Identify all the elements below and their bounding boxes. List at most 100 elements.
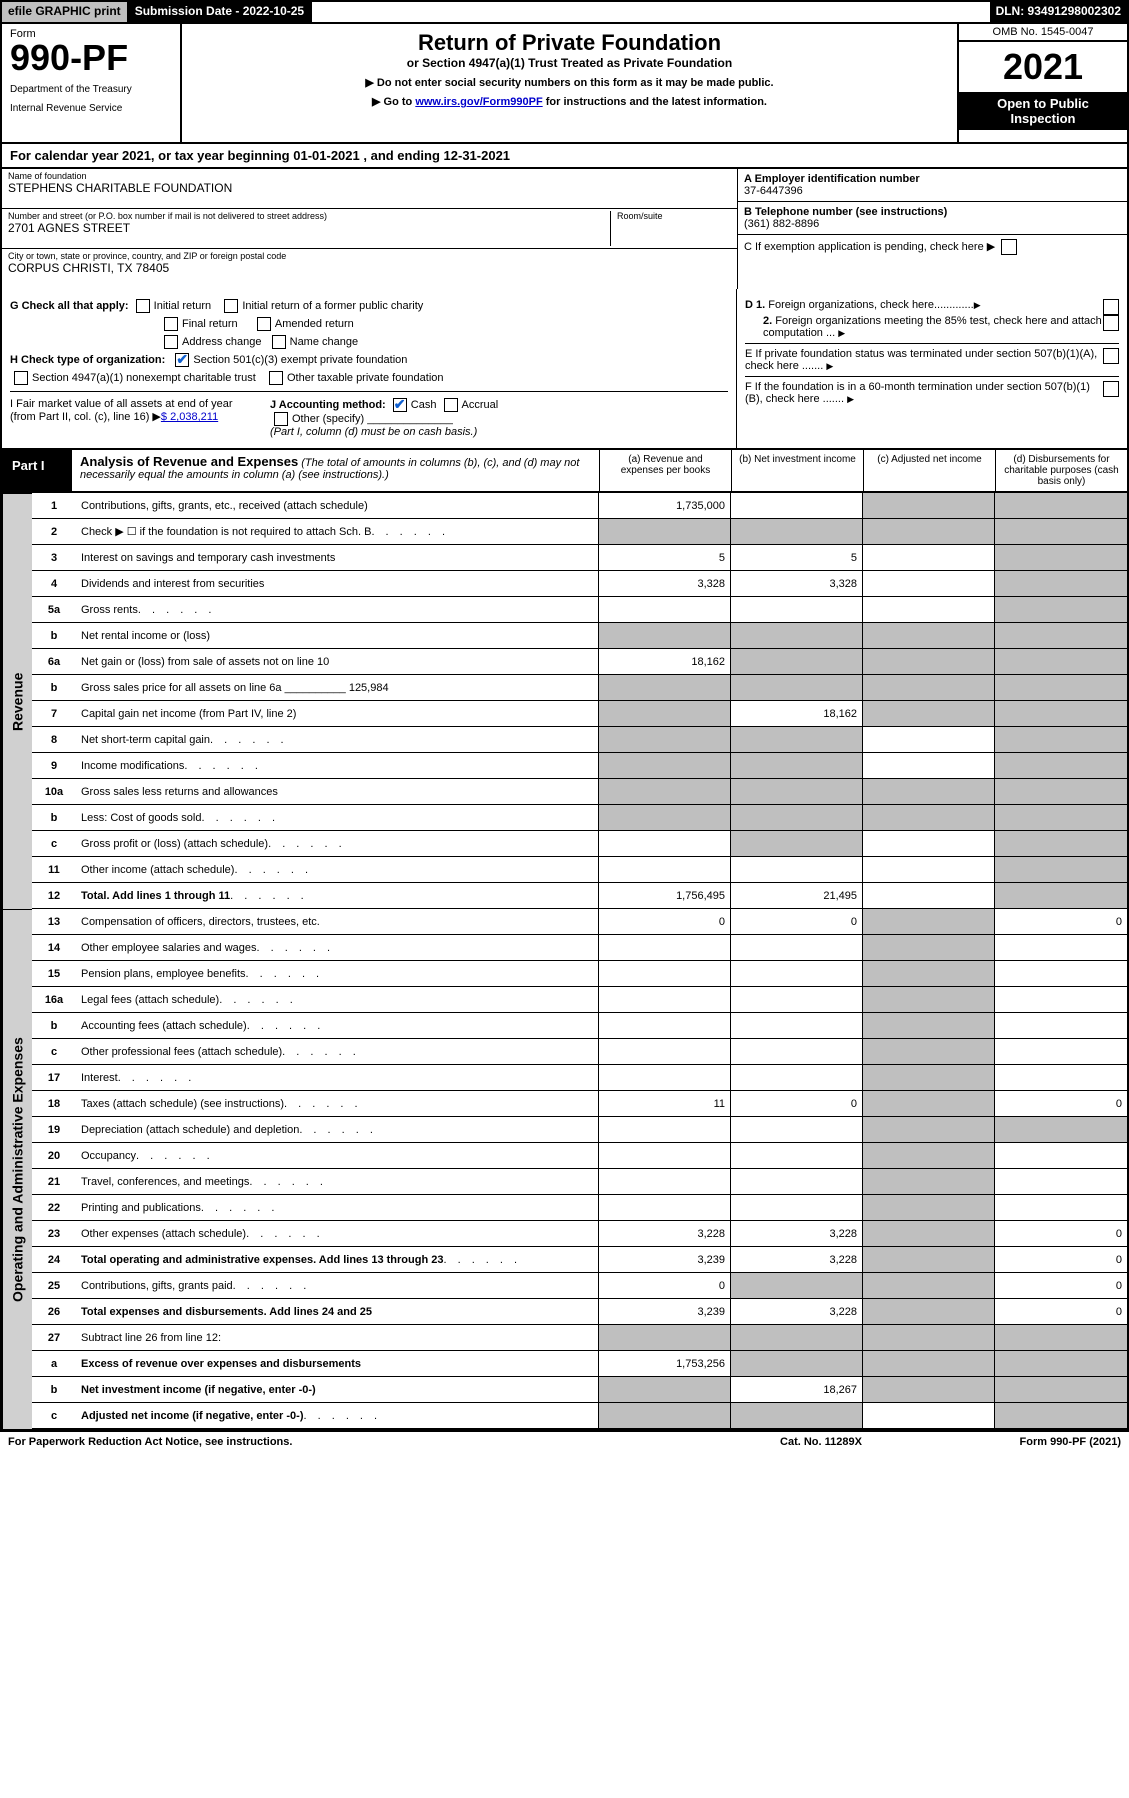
form-note2: ▶ Go to www.irs.gov/Form990PF for instru…: [194, 95, 945, 108]
cell: [995, 1195, 1127, 1221]
g-row3: Address change Name change: [10, 335, 728, 349]
h-row: H Check type of organization: Section 50…: [10, 353, 728, 367]
501c3-checkbox[interactable]: [175, 353, 189, 367]
other-taxable-checkbox[interactable]: [269, 371, 283, 385]
open-to-public: Open to Public Inspection: [959, 92, 1127, 130]
cell: [731, 1039, 863, 1065]
accrual-label: Accrual: [462, 399, 499, 411]
4947-trust-checkbox[interactable]: [14, 371, 28, 385]
name-change-label: Name change: [290, 336, 359, 348]
cell: Less: Cost of goods sold . . . . . .: [76, 805, 599, 831]
cell: 3,328: [731, 571, 863, 597]
cell: [599, 675, 731, 701]
cell: [599, 1169, 731, 1195]
cell: Legal fees (attach schedule) . . . . . .: [76, 987, 599, 1013]
cell: 0: [731, 909, 863, 935]
cell: 3,228: [731, 1221, 863, 1247]
cell: 3,228: [731, 1299, 863, 1325]
cell: 18: [32, 1091, 76, 1117]
cell: Dividends and interest from securities: [76, 571, 599, 597]
f-checkbox[interactable]: [1103, 381, 1119, 397]
fmv-value-link[interactable]: $ 2,038,211: [161, 411, 218, 423]
cell: [599, 519, 731, 545]
cell: b: [32, 805, 76, 831]
cell: 18,267: [731, 1377, 863, 1403]
d1-checkbox[interactable]: [1103, 299, 1119, 315]
cell: [731, 1325, 863, 1351]
cell: [995, 1065, 1127, 1091]
cell: Taxes (attach schedule) (see instruction…: [76, 1091, 599, 1117]
amended-return-checkbox[interactable]: [257, 317, 271, 331]
cell: [731, 519, 863, 545]
cell: [599, 1065, 731, 1091]
cell: [863, 1325, 995, 1351]
cell: [863, 571, 995, 597]
cell: c: [32, 1403, 76, 1429]
note2-post: for instructions and the latest informat…: [543, 96, 767, 108]
footer-mid: Cat. No. 11289X: [721, 1436, 921, 1448]
col-d-header: (d) Disbursements for charitable purpose…: [995, 450, 1127, 491]
cell: [863, 805, 995, 831]
cell: Occupancy . . . . . .: [76, 1143, 599, 1169]
name-change-checkbox[interactable]: [272, 335, 286, 349]
cell: 3,239: [599, 1299, 731, 1325]
cell: Adjusted net income (if negative, enter …: [76, 1403, 599, 1429]
address-change-checkbox[interactable]: [164, 335, 178, 349]
cell: 3,228: [731, 1247, 863, 1273]
cell: [599, 623, 731, 649]
tax-year: 2021: [959, 42, 1127, 92]
initial-former-checkbox[interactable]: [224, 299, 238, 313]
cell: [863, 1221, 995, 1247]
form-title: Return of Private Foundation: [194, 30, 945, 56]
cell: [731, 493, 863, 519]
cell: [863, 1299, 995, 1325]
d2-checkbox[interactable]: [1103, 315, 1119, 331]
cell: [599, 1377, 731, 1403]
cash-checkbox[interactable]: [393, 398, 407, 412]
initial-return-checkbox[interactable]: [136, 299, 150, 313]
cell: [731, 597, 863, 623]
cell: [731, 1143, 863, 1169]
cell: 22: [32, 1195, 76, 1221]
final-return-checkbox[interactable]: [164, 317, 178, 331]
cell: [731, 1403, 863, 1429]
form-subtitle: or Section 4947(a)(1) Trust Treated as P…: [194, 56, 945, 70]
form990pf-link[interactable]: www.irs.gov/Form990PF: [415, 96, 542, 108]
cell: [731, 1013, 863, 1039]
cell: [863, 1065, 995, 1091]
cell: [731, 1351, 863, 1377]
cell: [731, 623, 863, 649]
e-label: E If private foundation status was termi…: [745, 348, 1097, 372]
cell: [863, 675, 995, 701]
calyear-begin: 01-01-2021: [293, 148, 360, 163]
501c3-label: Section 501(c)(3) exempt private foundat…: [193, 354, 407, 366]
cell: Total. Add lines 1 through 11 . . . . . …: [76, 883, 599, 909]
city-value: CORPUS CHRISTI, TX 78405: [8, 261, 731, 275]
c-checkbox[interactable]: [1001, 239, 1017, 255]
city-label: City or town, state or province, country…: [8, 251, 731, 261]
part1-label: Part I: [2, 450, 72, 491]
cell: [731, 987, 863, 1013]
cell: [995, 727, 1127, 753]
cell: [995, 1351, 1127, 1377]
accrual-checkbox[interactable]: [444, 398, 458, 412]
part1-header: Part I Analysis of Revenue and Expenses …: [0, 450, 1129, 493]
cell: [863, 1117, 995, 1143]
f-label: F If the foundation is in a 60-month ter…: [745, 381, 1090, 405]
phone-label: B Telephone number (see instructions): [744, 206, 947, 218]
g-row2: Final return Amended return: [10, 317, 728, 331]
cell: Net investment income (if negative, ente…: [76, 1377, 599, 1403]
other-taxable-label: Other taxable private foundation: [287, 372, 444, 384]
c-label: C If exemption application is pending, c…: [744, 241, 984, 253]
cell: [995, 519, 1127, 545]
amended-return-label: Amended return: [275, 318, 354, 330]
e-checkbox[interactable]: [1103, 348, 1119, 364]
cell: [731, 1273, 863, 1299]
cell: 20: [32, 1143, 76, 1169]
cell: 10a: [32, 779, 76, 805]
note2-pre: ▶ Go to: [372, 96, 415, 108]
cell: 0: [995, 1247, 1127, 1273]
other-method-checkbox[interactable]: [274, 412, 288, 426]
cell: [995, 649, 1127, 675]
name-label: Name of foundation: [8, 171, 731, 181]
